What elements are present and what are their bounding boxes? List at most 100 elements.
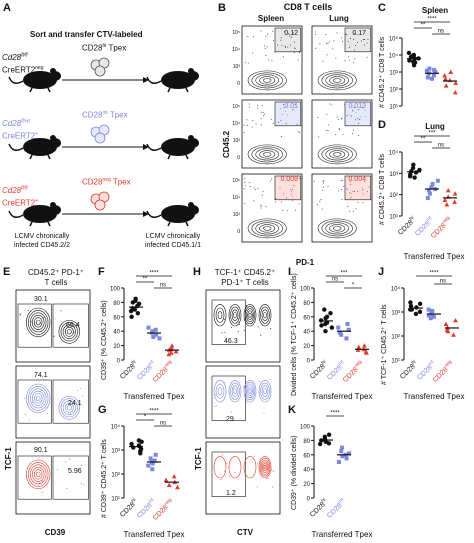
event-dot <box>256 486 258 488</box>
event-dot <box>322 182 324 184</box>
gate-b-spleen-neg: 0.008 <box>280 176 298 183</box>
data-point <box>448 69 454 74</box>
panel-label-f: F <box>98 266 105 278</box>
gate-e-3-left: 90.1 <box>34 447 48 454</box>
event-dot <box>40 322 42 324</box>
event-dot <box>361 107 363 109</box>
data-point <box>344 456 349 461</box>
event-dot <box>19 314 21 316</box>
contour-line <box>246 308 254 322</box>
event-dot <box>257 188 259 190</box>
event-dot <box>362 189 364 191</box>
donor-genotype-1: Cd28fl/fl CreERT2neg <box>2 52 44 75</box>
col-title-spleen: Spleen <box>257 14 285 23</box>
event-dot <box>280 108 282 110</box>
data-point <box>146 463 151 468</box>
data-point <box>417 309 423 314</box>
y-tick-label: 10² <box>391 335 400 341</box>
event-dot <box>258 380 260 382</box>
event-dot <box>355 45 357 47</box>
data-point <box>153 452 158 457</box>
gate-h-3: 1.2 <box>226 490 236 497</box>
event-dot <box>41 491 43 493</box>
contour-line <box>262 463 268 472</box>
y-tick-label: 60 <box>303 315 310 321</box>
event-dot <box>299 132 301 134</box>
event-dot <box>281 136 283 138</box>
event-dot <box>228 475 230 477</box>
contour-line <box>329 150 346 159</box>
event-dot <box>342 133 344 135</box>
event-dot <box>37 328 39 330</box>
event-dot <box>275 201 277 203</box>
y-tick-label: 10² <box>389 193 398 199</box>
event-dot <box>341 37 343 39</box>
data-point <box>428 316 433 321</box>
event-dot <box>19 313 21 315</box>
data-point <box>340 445 345 450</box>
event-dot <box>262 190 264 192</box>
event-dot <box>299 177 301 179</box>
y-tick-label: 0 <box>307 497 311 503</box>
data-point <box>151 334 156 339</box>
y-tick-label: 10³ <box>389 71 398 77</box>
event-dot <box>46 413 48 415</box>
event-dot <box>293 185 295 187</box>
event-dot <box>260 204 262 206</box>
event-dot <box>353 190 355 192</box>
y-tick-label: 10⁴ <box>389 150 399 157</box>
event-dot <box>286 210 288 212</box>
event-dot <box>243 188 245 190</box>
data-point <box>429 185 434 190</box>
y-tick-label: 10³ <box>391 311 400 317</box>
contour-line <box>217 311 223 320</box>
event-dot <box>326 42 328 44</box>
data-point <box>435 178 440 183</box>
event-dot <box>354 58 356 60</box>
event-dot <box>313 180 315 182</box>
event-dot <box>243 178 245 180</box>
contour-line <box>247 218 287 239</box>
gate-b-spleen-hi: 0.12 <box>284 30 298 37</box>
flow-gate <box>274 101 302 127</box>
event-dot <box>346 188 348 190</box>
contour-line <box>251 220 283 237</box>
tpex-label-hi: CD28hi Tpex <box>82 43 127 53</box>
event-dot <box>288 180 290 182</box>
contour-line <box>215 383 225 399</box>
data-point <box>150 461 155 466</box>
event-dot <box>248 103 250 105</box>
event-dot <box>295 209 297 211</box>
data-point <box>425 75 430 80</box>
contour-line <box>228 380 242 403</box>
panel-e-xlabel: CD39 <box>44 528 66 537</box>
data-point <box>138 451 143 456</box>
contour-line <box>248 312 252 318</box>
event-dot <box>327 124 329 126</box>
event-dot <box>283 107 285 109</box>
sig-label: ns <box>440 279 446 285</box>
event-dot <box>280 201 282 203</box>
flow-tick-label: 0 <box>237 229 240 235</box>
event-dot <box>292 32 294 34</box>
event-dot <box>290 188 292 190</box>
data-point <box>407 174 413 179</box>
data-point <box>339 449 344 454</box>
flow-tick-label: 0 <box>237 81 240 87</box>
event-dot <box>226 463 228 465</box>
gate-e-2-left: 74.1 <box>34 372 48 379</box>
panel-k-xlabel: Transferred Tpex <box>311 530 373 539</box>
event-dot <box>237 331 239 333</box>
event-dot <box>329 103 331 105</box>
event-dot <box>367 38 369 40</box>
data-point <box>414 305 419 310</box>
event-dot <box>244 202 246 204</box>
data-point <box>443 83 449 88</box>
contour-line <box>33 469 43 480</box>
data-point <box>322 307 327 312</box>
event-dot <box>336 32 338 34</box>
data-point <box>319 323 324 328</box>
event-dot <box>364 109 366 111</box>
event-dot <box>224 381 226 383</box>
data-point <box>169 345 174 350</box>
